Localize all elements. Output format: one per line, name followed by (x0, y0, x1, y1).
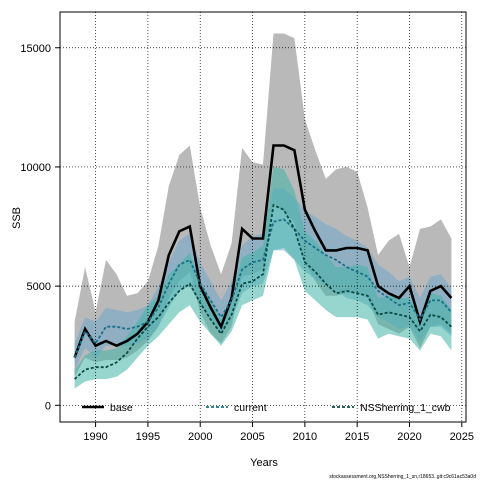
footnote: stockassessment.org,NSSherring_1_sn,r186… (329, 474, 476, 480)
x-tick-label: 2005 (240, 431, 264, 443)
nssherring-1-cwb-confidence-band (74, 166, 452, 389)
legend-label: base (110, 402, 133, 414)
y-axis-title: SSB (11, 207, 23, 229)
x-tick-label: 1995 (136, 431, 160, 443)
y-tick-label: 5000 (27, 281, 51, 293)
x-tick-label: 2000 (188, 431, 212, 443)
base-line (73, 144, 453, 359)
x-tick-label: 2025 (450, 431, 474, 443)
legend: base current NSSherring_1_cwb (82, 402, 451, 414)
x-axis-title: Years (250, 457, 278, 469)
x-tick-label: 1990 (83, 431, 107, 443)
series-lines (73, 144, 453, 380)
legend-item-current: current (206, 402, 267, 414)
grid-lines (60, 12, 466, 422)
x-tick-label: 2020 (397, 431, 421, 443)
legend-item-nssherring-1-cwb: NSSherring_1_cwb (332, 402, 451, 414)
confidence-bands (74, 33, 452, 389)
legend-label: NSSherring_1_cwb (360, 402, 451, 414)
plot-frame (59, 11, 467, 423)
y-tick-label: 10000 (20, 162, 51, 174)
legend-label: current (234, 402, 267, 414)
x-tick-label: 2010 (293, 431, 317, 443)
x-tick-label: 2015 (345, 431, 369, 443)
nssherring-1-cwb-line (73, 203, 453, 380)
legend-item-base: base (82, 402, 133, 414)
y-tick-label: 15000 (20, 43, 51, 55)
current-line (73, 218, 453, 358)
y-axis: 0 5000 10000 15000 (20, 43, 60, 412)
y-tick-label: 0 (45, 400, 51, 412)
x-axis: 1990 1995 2000 2005 2010 2015 2020 2025 (83, 422, 474, 443)
